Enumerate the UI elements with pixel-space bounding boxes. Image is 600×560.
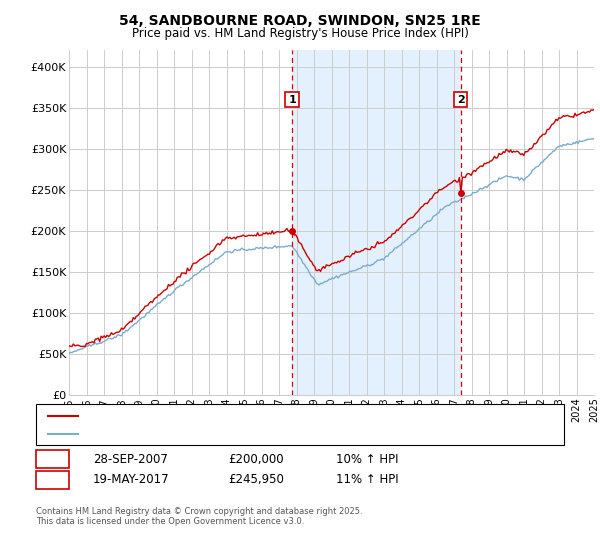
Text: HPI: Average price, semi-detached house, Swindon: HPI: Average price, semi-detached house,… — [87, 429, 353, 438]
Text: 1: 1 — [288, 95, 296, 105]
Text: 2: 2 — [49, 473, 56, 487]
Text: 10% ↑ HPI: 10% ↑ HPI — [336, 452, 398, 466]
Text: £245,950: £245,950 — [228, 473, 284, 487]
Text: £200,000: £200,000 — [228, 452, 284, 466]
Text: 54, SANDBOURNE ROAD, SWINDON, SN25 1RE: 54, SANDBOURNE ROAD, SWINDON, SN25 1RE — [119, 14, 481, 28]
Text: 2: 2 — [457, 95, 464, 105]
Text: 1: 1 — [49, 452, 56, 466]
Text: Price paid vs. HM Land Registry's House Price Index (HPI): Price paid vs. HM Land Registry's House … — [131, 27, 469, 40]
Text: 28-SEP-2007: 28-SEP-2007 — [93, 452, 168, 466]
Text: Contains HM Land Registry data © Crown copyright and database right 2025.
This d: Contains HM Land Registry data © Crown c… — [36, 507, 362, 526]
Bar — [292, 50, 461, 395]
Text: 11% ↑ HPI: 11% ↑ HPI — [336, 473, 398, 487]
Text: 19-MAY-2017: 19-MAY-2017 — [93, 473, 170, 487]
Text: 54, SANDBOURNE ROAD, SWINDON, SN25 1RE (semi-detached house): 54, SANDBOURNE ROAD, SWINDON, SN25 1RE (… — [87, 411, 454, 421]
